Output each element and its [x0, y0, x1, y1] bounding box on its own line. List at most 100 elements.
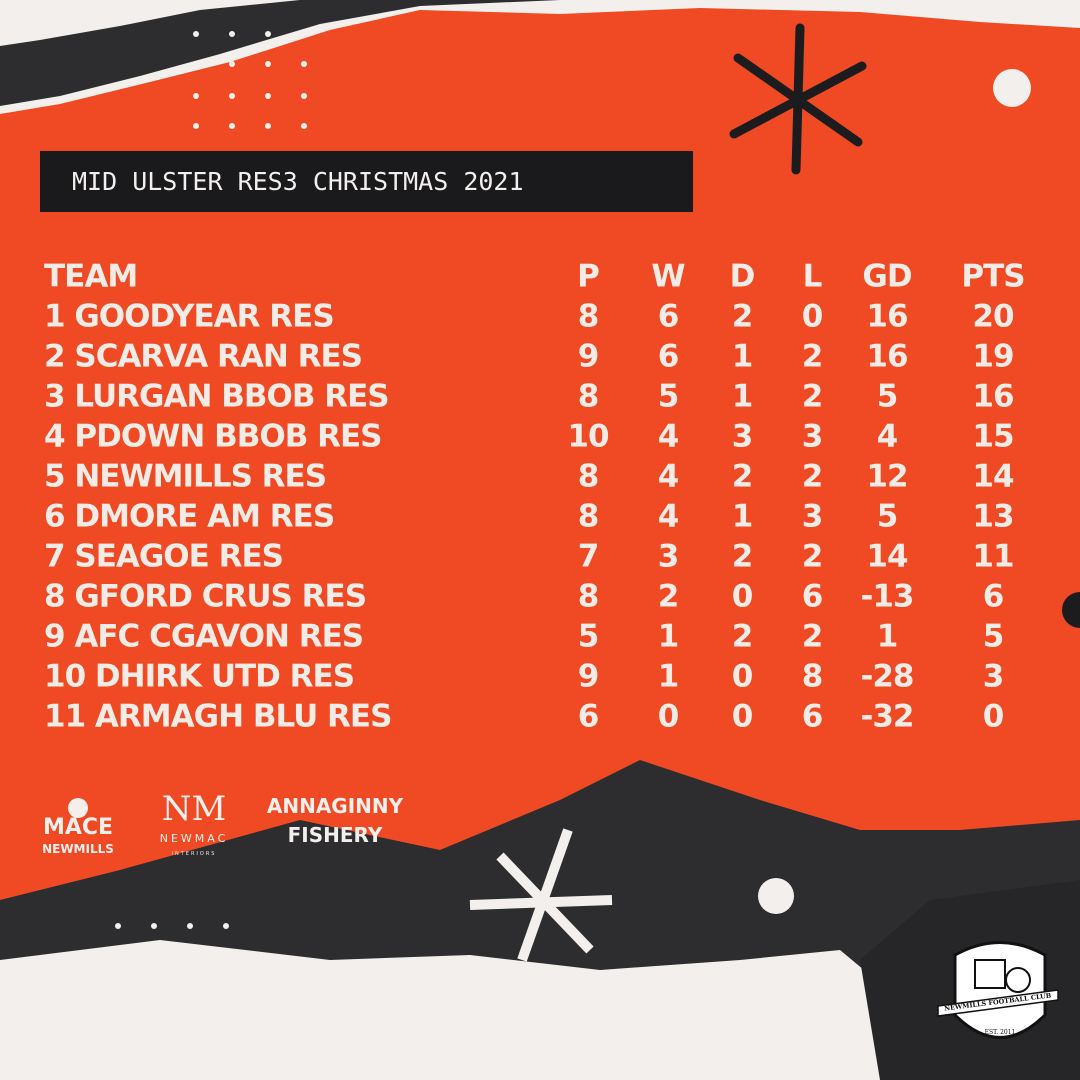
stat-cell: 4 [658, 499, 679, 535]
stat-cell: 4 [658, 419, 679, 455]
stat-cell: 1 [658, 619, 679, 655]
team-name: 4 PDOWN BBOB RES [44, 419, 382, 455]
dark-paper [0, 0, 560, 106]
sponsors: MACE NEWMILLS NM NEWMAC INTERIORS ANNAGI… [42, 789, 404, 857]
stat-cell: 8 [802, 659, 823, 695]
stat-cell: 2 [732, 459, 753, 495]
newmac-mark: NM [162, 789, 227, 829]
column-header: L [803, 259, 822, 295]
fishery-sub: FISHERY [288, 823, 383, 847]
stat-cell: 6 [802, 579, 823, 615]
stat-cell: 2 [802, 619, 823, 655]
badge-est: EST. 2011 [985, 1029, 1016, 1036]
stat-cell: 1 [732, 379, 753, 415]
stat-cell: 3 [802, 419, 823, 455]
column-header: P [577, 259, 599, 295]
team-name: 7 SEAGOE RES [44, 539, 283, 575]
star [729, 23, 867, 175]
stat-cell: 14 [972, 459, 1014, 495]
club-badge: NEWMILLS FOOTBALL CLUB EST. 2011 [937, 941, 1059, 1039]
team-name: 6 DMORE AM RES [44, 499, 334, 535]
title-box [40, 151, 693, 212]
stat-cell: 6 [658, 299, 679, 335]
stat-cell: 5 [578, 619, 599, 655]
stat-cell: 6 [802, 699, 823, 735]
stat-cell: 19 [972, 339, 1013, 375]
stat-cell: 5 [658, 379, 679, 415]
team-name: 8 GFORD CRUS RES [44, 579, 366, 615]
stat-cell: 9 [578, 659, 599, 695]
stat-cell: 2 [802, 539, 823, 575]
stat-cell: 15 [972, 419, 1013, 455]
stat-cell: 13 [972, 499, 1013, 535]
stat-cell: 2 [732, 539, 753, 575]
team-name: 1 GOODYEAR RES [44, 299, 334, 335]
stat-cell: 0 [732, 579, 753, 615]
title: MID ULSTER RES3 CHRISTMAS 2021 [72, 167, 524, 196]
column-header: W [651, 259, 685, 295]
stat-cell: -28 [860, 659, 913, 695]
stat-cell: 14 [866, 539, 908, 575]
team-name: 5 NEWMILLS RES [44, 459, 326, 495]
stat-cell: 8 [578, 299, 599, 335]
circle [758, 878, 794, 914]
stat-cell: 5 [877, 379, 898, 415]
team-name: 11 ARMAGH BLU RES [44, 699, 391, 735]
stat-cell: 2 [732, 619, 753, 655]
team-name: 10 DHIRK UTD RES [44, 659, 354, 695]
column-header: D [730, 259, 755, 295]
stat-cell: 2 [802, 339, 823, 375]
stat-cell: 0 [732, 659, 753, 695]
stat-cell: 3 [802, 499, 823, 535]
stat-cell: 6 [578, 699, 599, 735]
stat-cell: 7 [578, 539, 599, 575]
stat-cell: 10 [567, 419, 609, 455]
newmac-logo: NEWMAC [160, 832, 229, 845]
stat-cell: 4 [658, 459, 679, 495]
dot-grid [115, 31, 307, 959]
stat-cell: 0 [732, 699, 753, 735]
stat-cell: 2 [802, 459, 823, 495]
stat-cell: 0 [658, 699, 679, 735]
stat-cell: 1 [732, 499, 753, 535]
stat-cell: 1 [877, 619, 898, 655]
column-header: PTS [961, 259, 1024, 295]
stat-cell: 8 [578, 379, 599, 415]
team-name: 2 SCARVA RAN RES [44, 339, 362, 375]
mace-sub: NEWMILLS [42, 842, 114, 856]
paper [0, 0, 300, 46]
stat-cell: 20 [972, 299, 1014, 335]
stat-cell: 8 [578, 459, 599, 495]
newmac-sub: INTERIORS [172, 851, 217, 857]
stat-cell: 8 [578, 499, 599, 535]
stat-cell: 5 [983, 619, 1004, 655]
stat-cell: 6 [658, 339, 679, 375]
mace-bird [68, 798, 88, 818]
circle [993, 69, 1031, 107]
circle [1062, 592, 1080, 628]
stat-cell: 1 [732, 339, 753, 375]
column-header: GD [862, 259, 911, 295]
column-header: TEAM [44, 259, 137, 295]
stat-cell: 0 [983, 699, 1004, 735]
stat-cell: 3 [983, 659, 1004, 695]
stat-cell: 16 [972, 379, 1013, 415]
stat-cell: -32 [860, 699, 913, 735]
stat-cell: 2 [732, 299, 753, 335]
stat-cell: 3 [732, 419, 753, 455]
stat-cell: 3 [658, 539, 679, 575]
stat-cell: 0 [802, 299, 823, 335]
team-name: 9 AFC CGAVON RES [44, 619, 363, 655]
mace-logo: MACE [43, 815, 113, 840]
stat-cell: 8 [578, 579, 599, 615]
star [469, 828, 613, 962]
stat-cell: 16 [866, 339, 907, 375]
stat-cell: 5 [877, 499, 898, 535]
stat-cell: 4 [877, 419, 898, 455]
stat-cell: -13 [860, 579, 913, 615]
stat-cell: 1 [658, 659, 679, 695]
stat-cell: 6 [983, 579, 1004, 615]
